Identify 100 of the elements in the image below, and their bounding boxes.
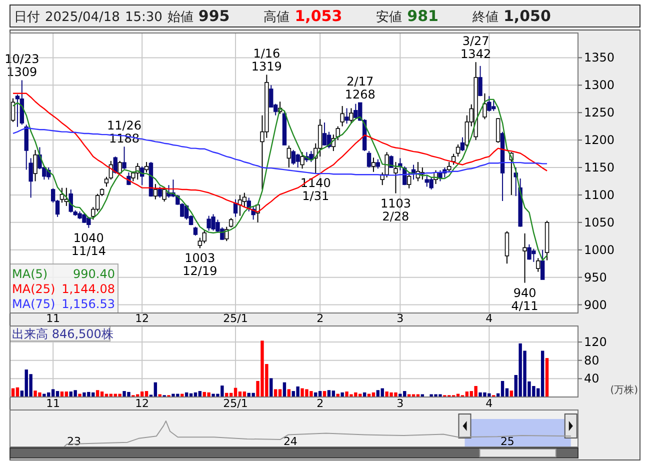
candlestick [144,162,149,173]
y-axis-title: (万株) [610,384,638,396]
y-tick-label: 1050 [584,215,615,230]
bar [207,392,210,397]
candlestick [496,118,500,144]
text: MA(5) [12,267,48,281]
bar [540,350,544,397]
y-tick-label: 1350 [584,50,615,65]
x-tick-label: 12 [135,312,150,325]
chart-title: 日付 2025/04/18 15:30 始値 995 高値 1,053 安値 981 終値 1,050 [14,7,551,25]
candlestick [158,186,162,198]
annotation: 940 4/11 [511,286,538,313]
candlestick [354,103,358,119]
annotation: 1103 2/28 [380,196,411,224]
x-tick-label: 4 [486,397,493,410]
y-tick-label: 1300 [584,78,615,92]
x-tick-label: 25/1 [223,397,248,410]
candlestick [153,183,158,200]
y-tick-label: 950 [584,270,607,284]
x-tick-label: 12 [135,397,150,410]
candlestick [482,92,487,120]
x-tick-label: 3 [396,312,404,325]
text: MA(75) [12,297,56,311]
bar [270,378,273,397]
x-tick-label: 11 [46,312,60,325]
bar [74,390,77,397]
candlestick [478,65,482,97]
bar [296,386,300,397]
candlestick [286,145,292,168]
candlestick [33,149,38,182]
y-tick-label: 1250 [584,106,615,120]
candlestick [60,187,64,204]
candlestick [300,152,304,170]
y-tick-label: 80 [584,353,600,368]
annotation: 1/16 1319 [251,46,282,74]
candlestick [296,153,300,168]
candlestick [366,150,372,168]
candlestick [349,108,354,124]
candlestick [451,153,456,166]
annotation: 1040 11/14 [71,230,106,258]
x-tick-label: 2 [316,312,324,325]
candlestick [540,249,545,280]
candlestick [536,258,540,272]
x-tick-label: 2 [316,397,324,410]
candlestick [202,230,206,244]
candlestick [460,136,465,152]
bar [278,389,282,397]
annotation: 990.40 [73,267,115,281]
bar [500,380,504,397]
bar [287,389,291,397]
candlestick [228,218,234,228]
x-tick-label: 11 [46,397,60,410]
candlestick [447,162,452,173]
chart-title: 出来高 846,500株 [12,327,114,341]
candlestick [113,156,118,174]
bar [51,389,55,397]
candlestick [242,192,247,208]
candlestick [429,176,434,190]
bar [545,358,549,397]
candlestick [394,162,398,194]
candlestick [269,84,274,108]
candlestick [504,230,510,264]
y-tick-label: 1100 [584,188,615,202]
bar [340,392,344,397]
y-tick-label: 120 [584,335,607,350]
annotation: 1,144.08 [62,282,115,296]
bar [274,389,278,397]
candlestick [371,157,376,172]
candlestick [318,118,322,158]
y-tick-label: 1000 [584,242,615,257]
candlestick [456,144,460,158]
candlestick [344,108,349,124]
y-tick-label: 1150 [584,160,615,175]
annotation: 1003 12/19 [182,251,218,278]
x-tick-label: 24 [283,435,298,448]
bar [474,386,478,397]
annotation: 2/17 1268 [344,74,376,102]
annotation: 3/27 1342 [460,34,492,62]
candlestick [340,106,344,127]
candlestick [389,154,394,168]
x-tick-label: 25/1 [223,312,248,325]
candlestick [162,188,166,202]
candlestick [487,96,492,112]
y-tick-label: 40 [584,372,600,386]
candlestick [122,146,126,170]
x-tick-label: 4 [486,312,493,325]
bar [252,392,255,397]
candlestick [118,160,122,175]
candlestick [104,176,109,188]
candlestick [15,94,20,128]
candlestick [522,232,527,284]
text: MA(25) [12,282,56,296]
candlestick [322,122,327,146]
candlestick [376,158,380,170]
x-tick-label: 3 [396,397,404,410]
annotation: 1,156.53 [62,297,115,311]
x-tick-label: 25 [500,435,514,448]
candlestick [406,172,412,189]
y-tick-label: 1200 [584,133,615,148]
y-tick-label: 900 [584,298,607,312]
